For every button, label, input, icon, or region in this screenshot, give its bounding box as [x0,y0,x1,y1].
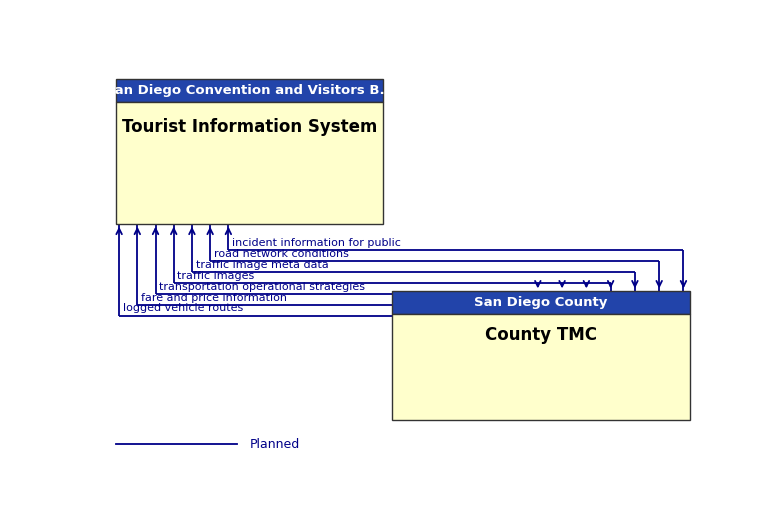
Text: road network conditions: road network conditions [214,249,348,259]
Text: logged vehicle routes: logged vehicle routes [123,303,243,313]
Bar [116,79,383,102]
Text: traffic image meta data: traffic image meta data [196,260,328,270]
Bar [392,314,690,420]
Text: fare and price information: fare and price information [141,292,287,302]
Text: County TMC: County TMC [485,326,597,344]
Bar [392,291,690,314]
Text: San Diego County: San Diego County [474,296,608,309]
Text: transportation operational strategies: transportation operational strategies [159,282,365,292]
Text: traffic images: traffic images [178,271,254,281]
Text: Tourist Information System: Tourist Information System [122,118,377,136]
Text: Planned: Planned [250,438,300,451]
Text: San Diego Convention and Visitors B...: San Diego Convention and Visitors B... [105,84,395,97]
Text: incident information for public: incident information for public [232,238,401,248]
Bar [116,102,383,224]
